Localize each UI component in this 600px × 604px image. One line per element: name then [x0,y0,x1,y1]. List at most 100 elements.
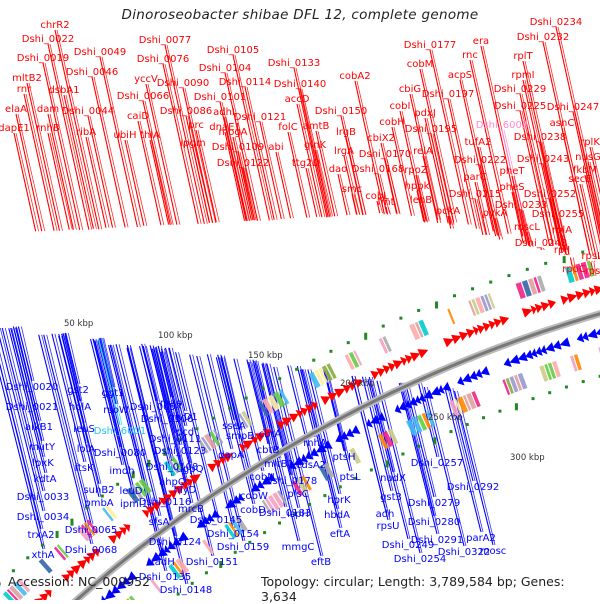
forward-gene-label: Dshi_0049 [74,47,126,58]
gc-marker [382,325,385,328]
gc-marker [532,397,535,400]
gc-marker [482,416,485,419]
forward-gene-label: Dshi_0170 [359,149,411,160]
forward-gene-label: fkbM [573,165,597,176]
reverse-gene-label: Dshi_0159 [217,542,269,553]
forward-gene-label: rnr [17,84,32,95]
reverse-gene-arrow [559,337,570,347]
gc-marker [245,396,248,399]
gc-marker [526,268,529,271]
forward-gene-label: Dshi_0046 [66,67,118,78]
gc-marker [498,410,501,413]
reverse-gene-label: Dshi_0068 [65,545,117,556]
forward-gene-label: parC [463,172,487,183]
forward-gene-label: relA [413,146,433,157]
forward-gene-label-leader [16,133,39,231]
reverse-gene-label: cdsA2 [296,460,326,471]
gc-marker [563,256,566,263]
forward-gene-arrow [560,295,569,305]
gc-marker [26,556,29,559]
forward-gene-label: amtB [303,121,330,132]
forward-gene-label: Dshi_0066 [117,91,169,102]
forward-gene-label: accD [285,94,310,105]
reverse-gene-label: Dshi_0257 [411,458,463,469]
forward-gene-label: elaA [5,104,27,115]
forward-gene-label-leader [276,152,291,218]
gc-marker [263,531,266,534]
reverse-gene-label: suhB2 [83,485,114,496]
reverse-gene-label: Dshi_0123 [154,446,206,457]
gc-marker [329,350,332,353]
gc-marker [386,460,389,467]
reverse-gene-label: leuS [73,424,95,435]
forward-gene-label-leader [14,133,36,231]
gc-marker [489,281,492,284]
reverse-gene-label: Dshi_0020 [6,382,58,393]
forward-gene-label: Dshi_0022 [22,34,74,45]
forward-gene-label: cobI [390,101,411,112]
forward-gene-label: rplJ [554,245,570,256]
forward-gene-label: chrR2 [40,20,69,31]
gc-marker [565,385,568,388]
reverse-gene-arrow [442,382,451,391]
reverse-gene-label: mrcB [178,504,204,515]
gc-marker [261,387,264,390]
forward-gene-label: mscL [514,222,540,233]
forward-gene-label: Dshi_0076 [137,54,189,65]
forward-gene-label: Dshi_0229 [494,84,546,95]
reverse-cog-box [129,595,142,600]
reverse-gene-label: mmgC [282,542,315,553]
reverse-gene-label: trxA2 [28,530,55,541]
reverse-gene-label: hprK [327,495,351,506]
reverse-gene-label: ptsH [333,452,356,463]
forward-gene-label: asnC [550,118,575,129]
forward-gene-label: lepB [410,195,432,206]
forward-gene-label: ttg2D [292,158,321,169]
reverse-gene-label: ilvD1 [172,412,198,423]
forward-gene-label: rplK [580,137,600,148]
gc-marker [417,309,420,312]
reverse-gene-label: lpxK [32,458,54,469]
reverse-gene-label: Dshi_0280 [408,517,460,528]
forward-gene-label: Dshi_0086 [160,106,212,117]
reverse-gene-label: rnhA [303,438,327,449]
forward-gene-label: nusG [575,152,600,163]
reverse-gene-label: ggt1 [102,388,125,399]
forward-gene-label: folC [278,122,297,133]
forward-cog-box [447,309,455,325]
gc-marker [399,317,402,320]
reverse-gene-arrow [352,425,361,434]
reverse-gene-label: gst3 [380,492,402,503]
forward-gene-label: Dshi_0177 [404,40,456,51]
scale-tick-label: 200 kbp [340,379,375,389]
forward-gene-label: thlA [140,130,160,141]
reverse-gene-arrow [481,366,490,375]
reverse-gene-label: ptsL [339,472,360,483]
forward-gene-label: Dshi_0243 [517,154,569,165]
forward-gene-label: Dshi_0104 [199,63,251,74]
forward-gene-label: Dshi_0195 [405,124,457,135]
gc-marker [370,468,373,471]
forward-gene-label: lrgB [336,127,356,138]
reverse-gene-label: holA [69,402,91,413]
reverse-gene-label: sfsA [149,517,170,528]
accession-label: Accession: NC_009952 [8,574,150,589]
forward-gene-arrow [320,396,330,405]
reverse-gene-label-leader [221,356,240,430]
forward-gene-label: rpsJ [585,266,600,277]
forward-gene-label: pckA [436,206,461,217]
forward-gene-label: Dshi_0114 [219,77,271,88]
reverse-gene-label: rsbW [103,405,129,416]
forward-gene-label: rnhB [36,123,60,134]
forward-gene-label: cbiX2 [367,133,395,144]
forward-gene-label: Dshi_0215 [449,189,501,200]
gc-marker [339,485,342,488]
forward-gene-label: Dshi_0197 [422,89,474,100]
reverse-gene-label: mosc [480,546,507,557]
gc-marker [0,582,1,585]
gc-marker [295,368,298,371]
reverse-gene-label: dapA [218,450,244,461]
reverse-gene-label: ftsK [74,463,93,474]
forward-gene-label: cbiG [399,84,421,95]
